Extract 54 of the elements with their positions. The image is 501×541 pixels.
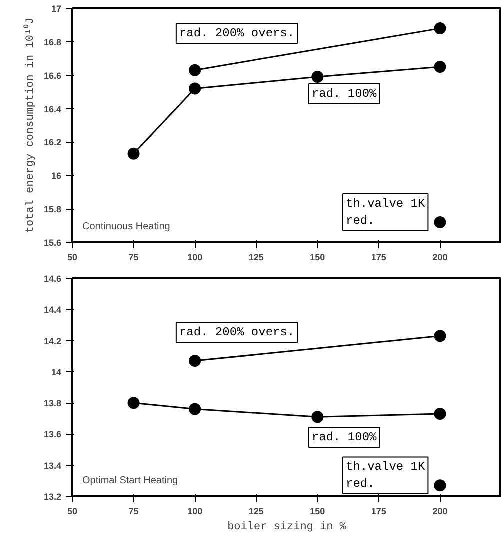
y-axis-title: total energy consumption in 10¹⁰J <box>22 18 37 234</box>
annotation: Continuous Heating <box>82 222 170 232</box>
x-tick-label: 50 <box>67 506 78 516</box>
x-tick-label: 175 <box>371 506 386 516</box>
y-tick-label: 14.4 <box>44 305 62 316</box>
y-tick-label: 15.8 <box>44 204 62 215</box>
x-tick-label: 125 <box>248 252 264 262</box>
point <box>434 22 446 35</box>
annotation: Optimal Start Heating <box>82 476 178 486</box>
y-tick-label: 17 <box>51 4 62 14</box>
point <box>128 148 140 160</box>
point <box>434 480 446 492</box>
y-tick-label: 14 <box>51 367 62 378</box>
y-tick-label: 16.2 <box>44 138 62 148</box>
x-tick-label: 125 <box>248 506 264 516</box>
series-label: rad. 100% <box>312 87 378 102</box>
point <box>434 61 446 73</box>
x-tick-label: 100 <box>188 506 203 516</box>
point <box>189 403 202 416</box>
x-tick-label: 200 <box>432 506 448 516</box>
series-label: rad. 200% overs. <box>179 26 295 40</box>
y-tick-label: 15.6 <box>44 238 62 248</box>
y-tick-label: 16 <box>51 171 62 182</box>
x-tick-label: 150 <box>310 252 326 262</box>
point <box>434 216 446 228</box>
series-label: rad. 100% <box>312 430 378 445</box>
point <box>189 355 202 368</box>
point <box>312 71 324 84</box>
point <box>434 408 446 420</box>
x-tick-label: 100 <box>188 252 203 262</box>
x-tick-label: 75 <box>128 506 139 516</box>
x-axis-title: boiler sizing in % <box>228 522 347 534</box>
y-tick-label: 13.4 <box>44 460 62 471</box>
x-tick-label: 175 <box>371 252 386 262</box>
y-tick-label: 16.4 <box>44 104 62 114</box>
y-tick-label: 14.2 <box>44 336 62 346</box>
x-tick-label: 150 <box>310 506 326 516</box>
x-tick-label: 50 <box>67 252 78 262</box>
x-tick-label: 200 <box>432 252 448 262</box>
series-label: th.valve 1K red. <box>346 197 426 228</box>
y-tick-label: 13.2 <box>44 492 62 502</box>
y-tick-label: 16.6 <box>44 70 62 81</box>
point <box>128 397 140 410</box>
point <box>434 330 446 342</box>
y-tick-label: 16.8 <box>44 37 62 48</box>
point <box>189 82 202 95</box>
point <box>189 64 202 76</box>
point <box>312 411 324 424</box>
x-tick-label: 75 <box>128 252 139 262</box>
y-tick-label: 13.6 <box>44 430 62 440</box>
y-tick-label: 13.8 <box>44 398 62 409</box>
series-label: th.valve 1K red. <box>346 460 426 491</box>
y-tick-label: 14.6 <box>44 274 62 284</box>
series-label: rad. 200% overs. <box>179 326 295 340</box>
